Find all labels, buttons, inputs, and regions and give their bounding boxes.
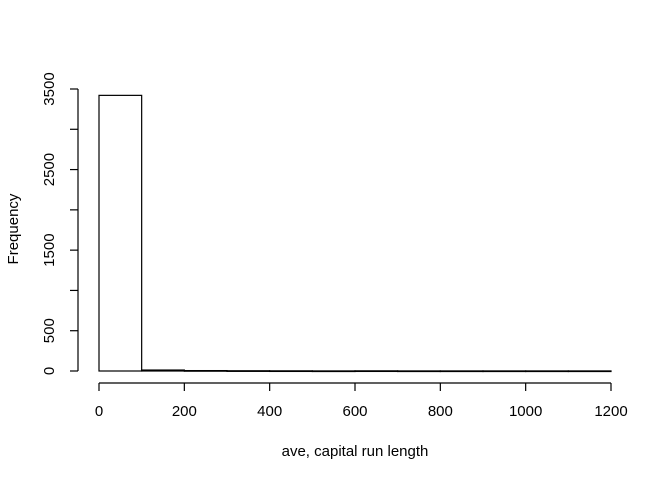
x-axis: 0 200 400 600 800 1000 1200 [95, 382, 628, 420]
histogram-bar-9 [482, 370, 527, 373]
histogram-bar-0 [98, 94, 143, 372]
x-tick-label-3: 600 [342, 403, 367, 420]
x-tick-label-5: 1000 [509, 403, 542, 420]
x-axis-title: ave, capital run length [282, 443, 429, 460]
histogram-bar-4 [269, 370, 313, 373]
y-tick-label-3: 1500 [41, 233, 58, 266]
histogram-bars [98, 94, 612, 373]
x-tick-label-0: 0 [95, 403, 103, 420]
histogram-bar-11 [567, 370, 612, 373]
histogram-bar-2 [183, 369, 228, 372]
histogram-bar-6 [354, 370, 399, 373]
y-tick-label-7: 3500 [41, 72, 58, 105]
y-axis-title: Frequency [5, 193, 22, 264]
histogram-bar-7 [397, 370, 441, 373]
y-tick-label-5: 2500 [41, 153, 58, 186]
y-tick-label-1: 500 [41, 318, 58, 343]
y-tick-label-0: 0 [41, 367, 58, 375]
histogram-bar-8 [439, 370, 484, 373]
histogram-bar-10 [525, 370, 569, 373]
y-axis: 0 500 1500 2500 3500 [41, 72, 79, 375]
histogram-bar-5 [311, 370, 356, 373]
x-tick-label-4: 800 [428, 403, 453, 420]
histogram-bar-3 [226, 370, 271, 372]
x-tick-label-1: 200 [172, 403, 197, 420]
x-tick-label-2: 400 [257, 403, 282, 420]
x-tick-label-6: 1200 [594, 403, 627, 420]
histogram-bar-1 [141, 369, 185, 372]
